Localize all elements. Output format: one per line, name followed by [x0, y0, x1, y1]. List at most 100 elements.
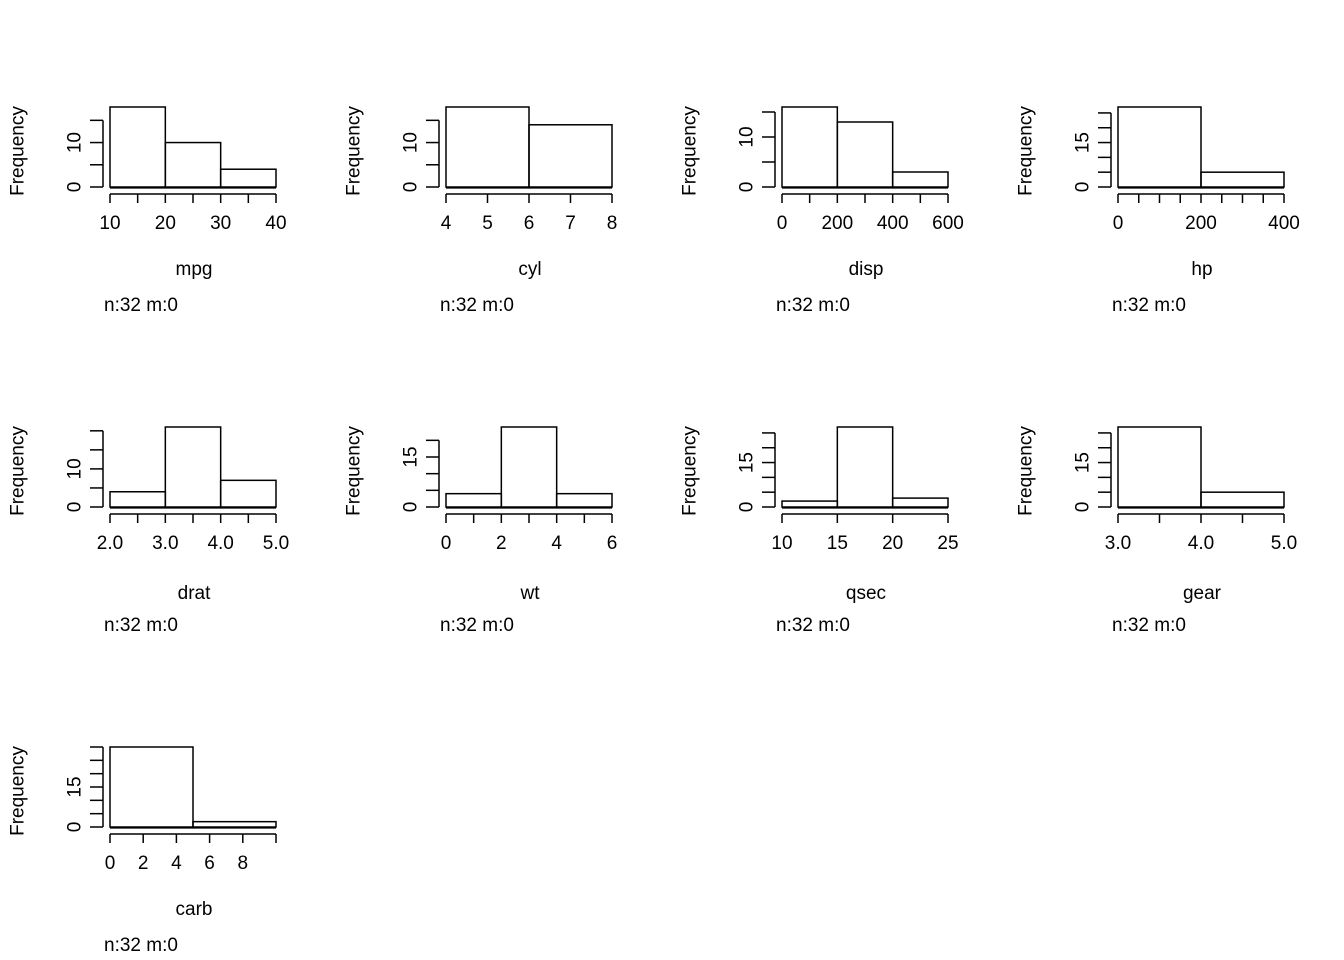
y-axis-title: Frequency: [1016, 426, 1037, 516]
sample-size-note: n:32 m:0: [1112, 295, 1186, 316]
histogram-panel-gear: 3.0 4.0 5.0 0 15 Frequency gear n:32 m:0: [1016, 426, 1298, 636]
x-axis-title: mpg: [176, 259, 213, 280]
x-tick-label: 200: [821, 213, 853, 234]
x-tick-label: 3.0: [1105, 533, 1131, 554]
histogram-bar: [164, 426, 222, 508]
y-tick-label: 0: [401, 182, 422, 193]
histogram-bar: [1200, 491, 1285, 508]
y-tick-label: 10: [65, 458, 86, 479]
sample-size-note: n:32 m:0: [104, 615, 178, 636]
y-tick-label: 0: [401, 502, 422, 513]
sample-size-note: n:32 m:0: [1112, 615, 1186, 636]
x-tick-label: 0: [777, 213, 788, 234]
x-tick-label: 25: [937, 533, 958, 554]
y-tick-label: 0: [1073, 502, 1094, 513]
histogram-bar: [836, 121, 894, 188]
histogram-bar: [528, 124, 613, 188]
y-tick-label: 15: [1073, 452, 1094, 473]
histogram-panel-disp: 0 200 400 600 0 10 Frequency disp n:32 m:0: [680, 106, 964, 316]
x-axis-title: wt: [520, 583, 541, 604]
histogram-bar: [1117, 106, 1202, 188]
sample-size-note: n:32 m:0: [440, 615, 514, 636]
histogram-bar: [500, 426, 558, 508]
x-axis-title: hp: [1191, 259, 1212, 280]
x-tick-label: 8: [238, 853, 249, 874]
y-tick-label: 0: [737, 502, 758, 513]
x-tick-label: 2.0: [97, 533, 123, 554]
histogram-bar: [445, 492, 503, 508]
y-tick-label: 15: [65, 776, 86, 797]
histogram-panel-hp: 0 200 400 0 15 Frequency hpn:32 m:0: [1016, 106, 1300, 316]
y-axis-title: Frequency: [8, 426, 29, 516]
y-axis-title: Frequency: [680, 106, 701, 196]
y-tick-label: 15: [737, 452, 758, 473]
histogram-bar: [891, 497, 949, 508]
sample-size-note: n:32 m:0: [776, 295, 850, 316]
x-tick-label: 4: [441, 213, 452, 234]
x-tick-label: 10: [771, 533, 792, 554]
y-tick-label: 10: [65, 132, 86, 153]
x-tick-label: 10: [99, 213, 120, 234]
y-tick-label: 10: [737, 126, 758, 147]
histogram-bar: [1117, 426, 1202, 508]
y-axis-title: Frequency: [1016, 106, 1037, 196]
histogram-bar: [445, 106, 530, 188]
x-tick-label: 600: [932, 213, 964, 234]
sample-size-note: n:32 m:0: [104, 295, 178, 316]
y-tick-label: 0: [65, 822, 86, 833]
x-axis-title: drat: [178, 583, 211, 604]
y-axis-title: Frequency: [680, 426, 701, 516]
sample-size-note: n:32 m:0: [440, 295, 514, 316]
x-tick-label: 0: [1113, 213, 1124, 234]
x-tick-label: 200: [1185, 213, 1217, 234]
x-tick-label: 4: [171, 853, 182, 874]
y-axis-title: Frequency: [344, 426, 365, 516]
histogram-panel-carb: 0 2 4 6 8 0 15 Frequency carb n:32 m:0: [8, 746, 277, 956]
histogram-panel-wt: 0 2 4 6 0 15 Frequency wt n:32 m:0: [344, 426, 618, 636]
y-tick-label: 0: [737, 182, 758, 193]
x-tick-label: 8: [607, 213, 618, 234]
x-tick-label: 6: [607, 533, 618, 554]
x-tick-label: 15: [827, 533, 848, 554]
x-tick-label: 40: [265, 213, 286, 234]
x-tick-label: 30: [210, 213, 231, 234]
y-tick-label: 0: [65, 182, 86, 193]
x-tick-label: 5.0: [1271, 533, 1297, 554]
x-tick-label: 5: [482, 213, 493, 234]
histogram-bar: [219, 479, 277, 508]
histogram-bar: [891, 171, 949, 188]
x-axis-title: cyl: [518, 259, 541, 280]
histogram-panel-qsec: 10 15 20 25 0 15 Frequency qsec n:32 m:0: [680, 426, 959, 636]
histogram-bar: [781, 106, 839, 188]
x-tick-label: 4.0: [1188, 533, 1214, 554]
x-tick-label: 5.0: [263, 533, 289, 554]
x-tick-label: 4: [551, 533, 562, 554]
histogram-bar: [555, 492, 613, 508]
y-tick-label: 10: [401, 132, 422, 153]
histogram-bar: [781, 500, 839, 508]
x-tick-label: 400: [877, 213, 909, 234]
histogram-bar: [219, 168, 277, 188]
x-tick-label: 7: [565, 213, 576, 234]
y-tick-label: 15: [1073, 132, 1094, 153]
x-tick-label: 20: [155, 213, 176, 234]
y-axis-title: Frequency: [344, 106, 365, 196]
histogram-bar: [836, 426, 894, 508]
x-tick-label: 400: [1268, 213, 1300, 234]
histogram-bar: [1200, 171, 1285, 188]
sample-size-note: n:32 m:0: [104, 935, 178, 956]
x-axis-title: carb: [176, 899, 213, 920]
y-tick-label: 15: [401, 446, 422, 467]
x-tick-label: 4.0: [207, 533, 233, 554]
histogram-bar: [109, 746, 194, 828]
x-tick-label: 6: [524, 213, 535, 234]
x-tick-label: 20: [882, 533, 903, 554]
x-axis-title: gear: [1183, 583, 1222, 604]
histogram-bar: [109, 106, 167, 188]
x-axis-title: disp: [849, 259, 884, 280]
y-axis-title: Frequency: [8, 106, 29, 196]
y-axis-title: Frequency: [8, 746, 29, 836]
